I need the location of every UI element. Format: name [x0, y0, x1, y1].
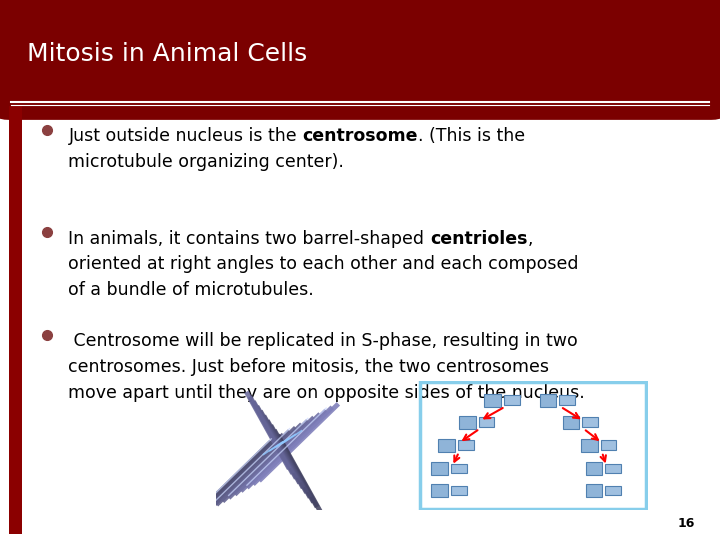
Bar [451, 485, 467, 495]
Bar [581, 439, 598, 452]
Bar [582, 417, 598, 427]
Text: centrioles: centrioles [430, 230, 527, 247]
Bar [451, 464, 467, 474]
Bar [479, 417, 495, 427]
FancyBboxPatch shape [0, 0, 720, 120]
Text: centrosomes. Just before mitosis, the two centrosomes: centrosomes. Just before mitosis, the tw… [68, 358, 549, 376]
Text: . (This is the: . (This is the [418, 127, 525, 145]
Bar [458, 440, 474, 450]
Text: microtubule organizing center).: microtubule organizing center). [68, 153, 344, 171]
Bar [485, 394, 501, 407]
Text: of a bundle of microtubules.: of a bundle of microtubules. [68, 281, 314, 299]
Bar [431, 462, 448, 475]
Text: move apart until they are on opposite sides of the nucleus.: move apart until they are on opposite si… [68, 384, 585, 402]
Text: ,: , [527, 230, 533, 247]
Bar [601, 440, 616, 450]
Text: Just outside nucleus is the: Just outside nucleus is the [68, 127, 302, 145]
Bar [459, 416, 476, 429]
Bar [586, 484, 603, 497]
Bar [504, 395, 520, 404]
Bar [559, 395, 575, 404]
Bar [586, 462, 603, 475]
Bar [9, 106, 22, 534]
Bar [540, 394, 557, 407]
Text: Mitosis in Animal Cells: Mitosis in Animal Cells [27, 42, 307, 66]
Text: centrosome: centrosome [302, 127, 418, 145]
Bar [606, 464, 621, 474]
Bar [563, 416, 580, 429]
Text: Centrosome will be replicated in S-phase, resulting in two: Centrosome will be replicated in S-phase… [68, 332, 578, 350]
Bar [431, 484, 448, 497]
Bar [438, 439, 455, 452]
Text: 16: 16 [678, 517, 695, 530]
Text: In animals, it contains two barrel-shaped: In animals, it contains two barrel-shape… [68, 230, 430, 247]
Text: oriented at right angles to each other and each composed: oriented at right angles to each other a… [68, 255, 579, 273]
Bar [606, 485, 621, 495]
